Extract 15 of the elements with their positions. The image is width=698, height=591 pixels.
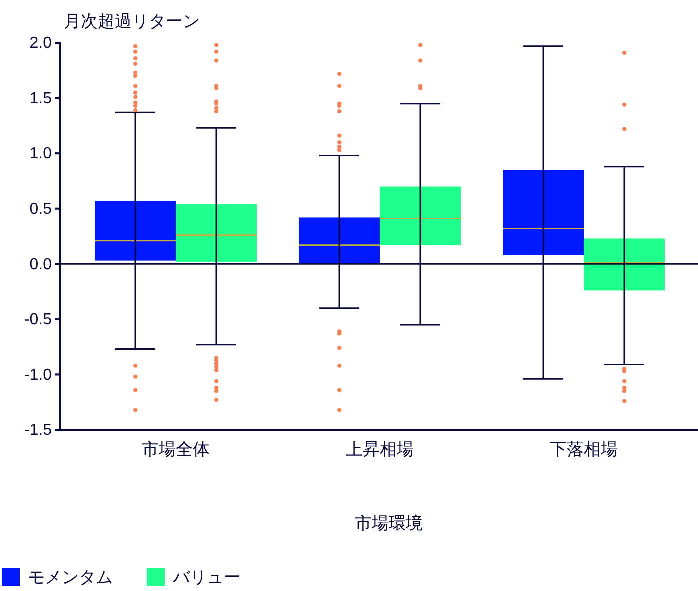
legend-label: モメンタム (28, 568, 113, 588)
x-tick-label: 下落相場 (550, 440, 618, 460)
x-tick-label: 上昇相場 (346, 440, 414, 460)
x-tick-label: 市場全体 (142, 440, 210, 460)
y-tick-label: 1.0 (30, 146, 52, 163)
y-tick-label: 2.0 (30, 35, 52, 52)
y-tick-label: 1.5 (30, 90, 52, 108)
y-tick-label: -0.5 (24, 312, 52, 329)
y-tick-label: 0.5 (30, 200, 52, 218)
y-tick-label: -1.0 (24, 366, 52, 384)
y-tick-label: -1.5 (24, 422, 52, 440)
legend-label: バリュー (172, 568, 241, 588)
y-tick-label: 0.0 (30, 256, 52, 274)
x-axis-title: 市場環境 (355, 514, 423, 534)
y-axis-title: 月次超過リターン (64, 12, 200, 32)
